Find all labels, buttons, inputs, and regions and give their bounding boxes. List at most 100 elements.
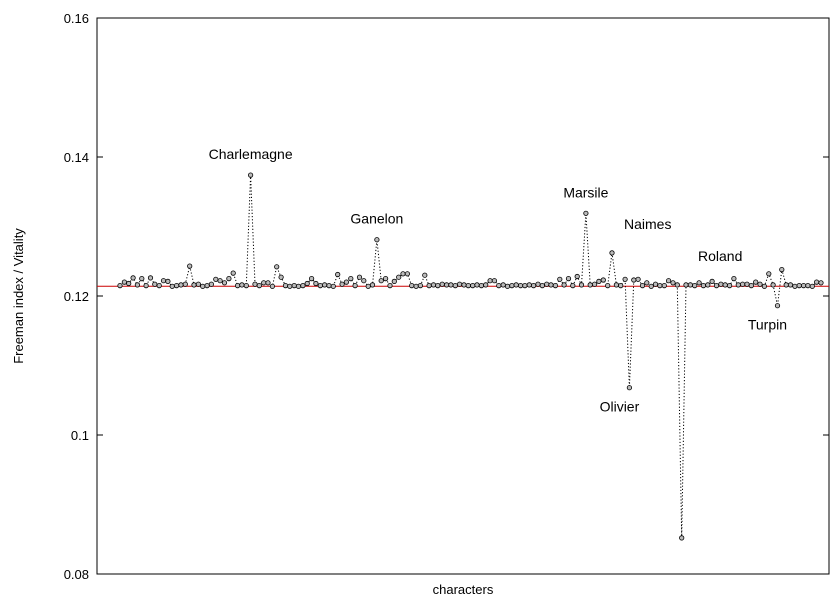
data-point (152, 281, 158, 287)
data-point (626, 385, 633, 391)
data-point (470, 282, 476, 289)
data-point (552, 282, 559, 289)
data-point (187, 263, 193, 269)
data-point (478, 282, 484, 289)
data-point (800, 282, 807, 289)
data-point (504, 283, 511, 289)
data-point (126, 280, 132, 287)
data-point (382, 275, 389, 282)
data-point (670, 280, 676, 286)
data-point (530, 282, 537, 289)
data-point (753, 279, 759, 285)
data-point (343, 279, 349, 285)
data-point (335, 271, 341, 278)
annotations: Charlemagne Ganelon Marsile Naimes Olivier Ro… (209, 146, 787, 415)
data-point (330, 283, 336, 289)
data-point (295, 283, 302, 289)
data-point (517, 282, 524, 289)
data-point (256, 282, 262, 289)
data-point (565, 275, 572, 282)
data-point (561, 282, 567, 288)
y-tick-label: 0.12 (64, 289, 89, 304)
annotation-label: Marsile (563, 184, 608, 200)
data-point (748, 282, 754, 289)
data-point (378, 278, 384, 284)
data-point (217, 278, 223, 284)
data-point (313, 280, 319, 287)
data-point (496, 282, 502, 289)
data-point (805, 282, 811, 289)
data-point (648, 283, 654, 289)
data-point (147, 275, 154, 281)
data-point (134, 282, 140, 288)
data-point (443, 282, 450, 288)
data-point (705, 282, 711, 288)
data-point (596, 278, 602, 284)
annotation-label: Turpin (748, 317, 787, 333)
data-point (618, 282, 624, 289)
data-point (787, 282, 794, 288)
data-point (735, 282, 741, 288)
y-tick-label: 0.16 (64, 11, 89, 26)
data-point (361, 278, 367, 284)
y-axis-ticks: 0.08 0.1 0.12 0.14 0.16 (64, 11, 829, 582)
data-point (739, 281, 746, 287)
data-point (230, 270, 236, 276)
y-tick-label: 0.14 (64, 150, 89, 165)
data-point (639, 282, 646, 289)
data-point (365, 283, 371, 289)
data-point (683, 282, 689, 288)
data-point (692, 282, 698, 289)
data-point (417, 282, 423, 289)
data-point (317, 282, 323, 289)
series-line (119, 175, 822, 538)
data-point (396, 274, 402, 280)
data-point (548, 282, 554, 288)
data-point (713, 282, 720, 289)
data-point (178, 282, 184, 288)
data-point (117, 282, 123, 289)
data-point (539, 282, 545, 289)
data-point (130, 275, 136, 281)
data-point (400, 271, 406, 277)
data-point (308, 275, 315, 282)
data-point (430, 282, 437, 288)
data-point (321, 282, 328, 288)
data-point (274, 264, 280, 270)
data-point (252, 281, 258, 287)
data-point (409, 282, 415, 289)
data-point (391, 278, 397, 284)
data-point (665, 278, 672, 284)
data-point (557, 276, 563, 282)
data-point (609, 250, 615, 256)
data-point (160, 278, 167, 284)
data-point (578, 282, 585, 288)
data-point (156, 282, 162, 289)
data-points (117, 172, 824, 541)
data-point (522, 282, 528, 289)
data-point (465, 282, 471, 289)
data-point (783, 282, 789, 288)
data-point (644, 280, 650, 286)
data-point (304, 280, 310, 287)
data-point (226, 275, 232, 282)
annotation-label: Roland (698, 248, 742, 264)
data-point (622, 276, 628, 282)
y-tick-label: 0.1 (71, 428, 89, 443)
data-point (422, 272, 428, 278)
data-point (722, 282, 728, 288)
data-point (544, 281, 550, 287)
data-point (818, 280, 824, 286)
data-point (474, 282, 480, 288)
data-point (200, 283, 206, 289)
data-point (213, 276, 219, 282)
data-point (204, 282, 210, 289)
data-point (757, 281, 763, 287)
data-point (605, 282, 611, 289)
data-point (718, 281, 724, 287)
data-point (696, 280, 702, 286)
data-point (809, 283, 815, 289)
data-point (265, 280, 271, 286)
data-point (635, 276, 641, 282)
data-point (487, 278, 493, 284)
